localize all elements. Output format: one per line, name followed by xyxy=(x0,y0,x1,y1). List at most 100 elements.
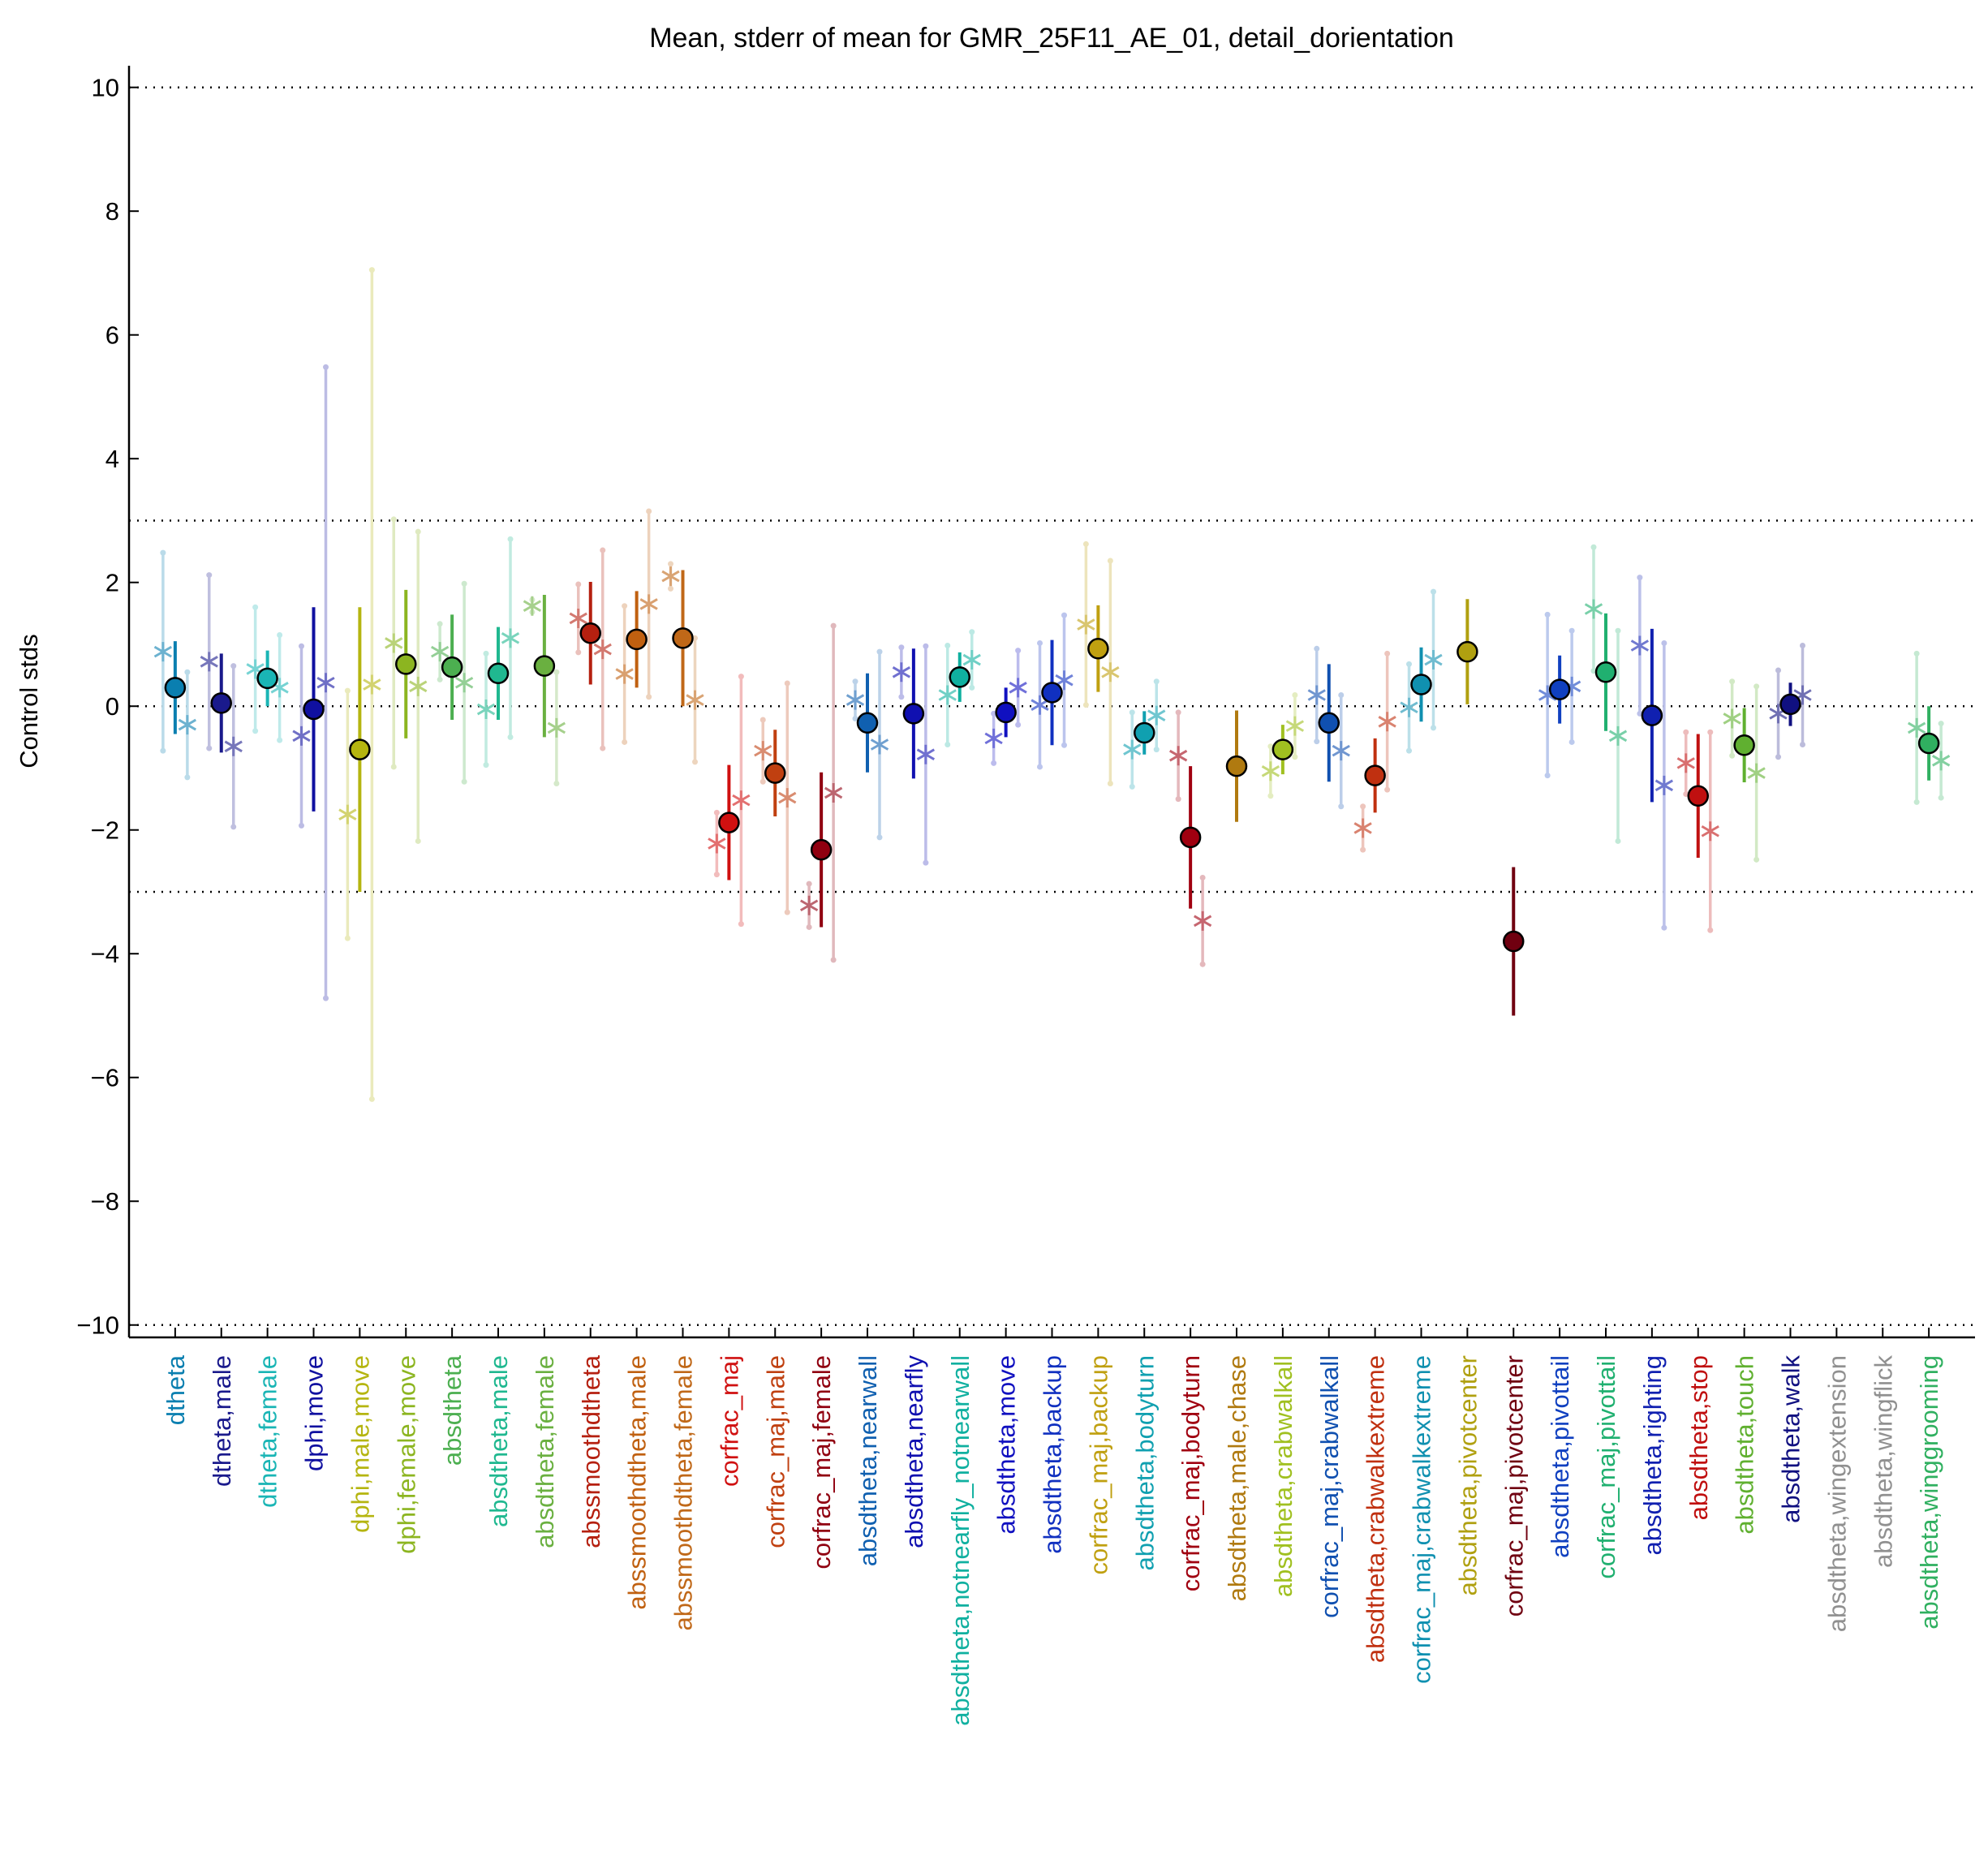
mean-marker xyxy=(764,762,786,784)
star-marker xyxy=(639,594,658,614)
mean-marker xyxy=(949,666,970,688)
error-cap xyxy=(830,957,837,963)
error-cap xyxy=(1082,540,1089,547)
star-marker xyxy=(1400,697,1418,717)
error-cap xyxy=(923,859,929,866)
star-marker xyxy=(292,725,311,746)
error-cap xyxy=(160,747,166,754)
mean-marker xyxy=(1272,738,1294,760)
mean-marker xyxy=(1457,640,1478,663)
error-cap xyxy=(945,741,951,747)
mean-marker xyxy=(1364,764,1386,786)
error-cap xyxy=(437,676,443,682)
star-marker xyxy=(1584,599,1603,619)
error-cap xyxy=(1292,691,1298,698)
error-cap xyxy=(1061,612,1067,618)
star-marker xyxy=(778,788,797,808)
error-cap xyxy=(1753,683,1760,690)
y-tick-label: −4 xyxy=(91,940,119,968)
x-tick-label: absdtheta,backup xyxy=(1039,1355,1067,1554)
error-cap xyxy=(1292,754,1298,760)
star-marker xyxy=(1261,761,1280,781)
error-cap xyxy=(1590,544,1597,550)
star-marker xyxy=(1168,746,1188,766)
error-cap xyxy=(415,837,421,844)
x-tick-label: absdtheta xyxy=(438,1354,467,1466)
star-marker xyxy=(1055,670,1074,691)
star-marker xyxy=(1123,739,1142,760)
y-tick-label: −6 xyxy=(91,1064,119,1092)
error-cap xyxy=(1544,773,1551,779)
error-cap xyxy=(759,778,766,785)
error-cap xyxy=(692,759,698,765)
star-marker xyxy=(1723,708,1741,729)
error-cap xyxy=(1175,796,1181,803)
star-marker xyxy=(799,895,819,915)
mean-marker xyxy=(1410,674,1432,695)
star-marker xyxy=(569,608,587,628)
x-tick-label: absdtheta,male xyxy=(484,1355,513,1527)
error-cap xyxy=(1775,667,1781,674)
error-cap xyxy=(483,762,489,769)
star-marker xyxy=(1424,650,1443,670)
star-marker xyxy=(338,804,357,825)
error-cap xyxy=(206,572,213,579)
x-tick-label: absdtheta,righting xyxy=(1638,1355,1667,1555)
mean-marker xyxy=(1318,712,1340,734)
error-cap xyxy=(1360,846,1366,853)
error-cap xyxy=(945,642,951,648)
error-cap xyxy=(852,715,858,721)
error-cap xyxy=(323,995,329,1001)
y-tick-label: 8 xyxy=(105,197,119,226)
error-cap xyxy=(1729,752,1736,759)
mean-marker xyxy=(579,622,601,644)
mean-marker xyxy=(1687,785,1709,807)
mean-marker xyxy=(1917,732,1940,755)
x-tick-label: dphi,move xyxy=(300,1355,329,1471)
mean-marker xyxy=(672,627,694,649)
error-cap xyxy=(415,528,421,535)
error-cap xyxy=(876,834,883,841)
error-cap xyxy=(806,924,812,930)
star-marker xyxy=(454,673,474,693)
error-cap xyxy=(1913,650,1920,657)
star-marker xyxy=(224,736,243,756)
star-marker xyxy=(1307,685,1326,705)
error-cap xyxy=(1061,742,1067,748)
error-cap xyxy=(1037,639,1043,646)
x-tick-label: absdtheta,wingflick xyxy=(1869,1355,1897,1568)
mean-marker xyxy=(995,701,1017,724)
star-marker xyxy=(1009,678,1027,698)
star-marker xyxy=(1630,635,1650,656)
error-cap xyxy=(969,629,975,635)
error-cap xyxy=(1707,729,1714,735)
star-marker xyxy=(1147,705,1166,725)
error-cap xyxy=(991,710,997,717)
mean-marker xyxy=(1503,930,1525,953)
error-cap xyxy=(323,364,329,370)
error-cap xyxy=(784,680,790,687)
error-cap xyxy=(299,643,304,649)
error-cap xyxy=(668,561,673,567)
error-cap xyxy=(969,684,975,691)
x-tick-label: dphi,male,move xyxy=(346,1355,374,1533)
star-marker xyxy=(962,650,981,670)
error-cap xyxy=(759,717,766,723)
error-cap xyxy=(1661,924,1667,931)
error-cap xyxy=(1384,786,1391,793)
error-cap xyxy=(277,632,283,639)
star-marker xyxy=(732,790,751,811)
error-cap xyxy=(1707,927,1714,933)
error-cap xyxy=(575,649,582,656)
error-cap xyxy=(622,603,628,609)
y-tick-label: 10 xyxy=(92,74,119,102)
error-cap xyxy=(344,935,351,941)
error-cap xyxy=(277,737,283,743)
error-cap xyxy=(1431,588,1436,595)
x-tick-label: absdtheta,crabwalkall xyxy=(1269,1355,1297,1597)
error-cap xyxy=(1338,803,1345,810)
star-marker xyxy=(547,717,566,738)
x-tick-label: absdtheta,notnearfly_notnearwall xyxy=(946,1355,975,1726)
error-cap xyxy=(1568,627,1575,634)
mean-marker xyxy=(1779,693,1801,716)
